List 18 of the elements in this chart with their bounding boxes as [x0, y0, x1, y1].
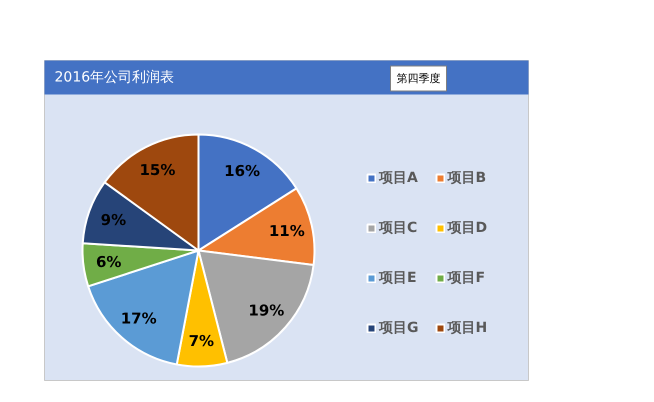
legend-label: 项目C [379, 219, 418, 238]
data-label: 11% [268, 222, 305, 240]
legend-label: 项目H [448, 319, 488, 338]
chart-title: 2016年公司利润表 [54, 70, 174, 86]
data-label: 19% [248, 301, 284, 320]
legend-label: 项目F [448, 269, 486, 288]
legend-label: 项目A [379, 169, 418, 188]
data-label: 6% [96, 252, 122, 271]
data-label: 9% [100, 210, 126, 229]
chart-subtitle: 第四季度 [396, 72, 440, 85]
data-label: 15% [139, 160, 176, 179]
data-label: 7% [188, 332, 214, 350]
legend-label: 项目G [379, 319, 418, 338]
legend-label: 项目B [448, 169, 486, 188]
legend-label: 项目E [379, 269, 417, 288]
data-label: 17% [120, 309, 157, 328]
legend-label: 项目D [448, 219, 488, 238]
data-label: 16% [224, 162, 260, 180]
